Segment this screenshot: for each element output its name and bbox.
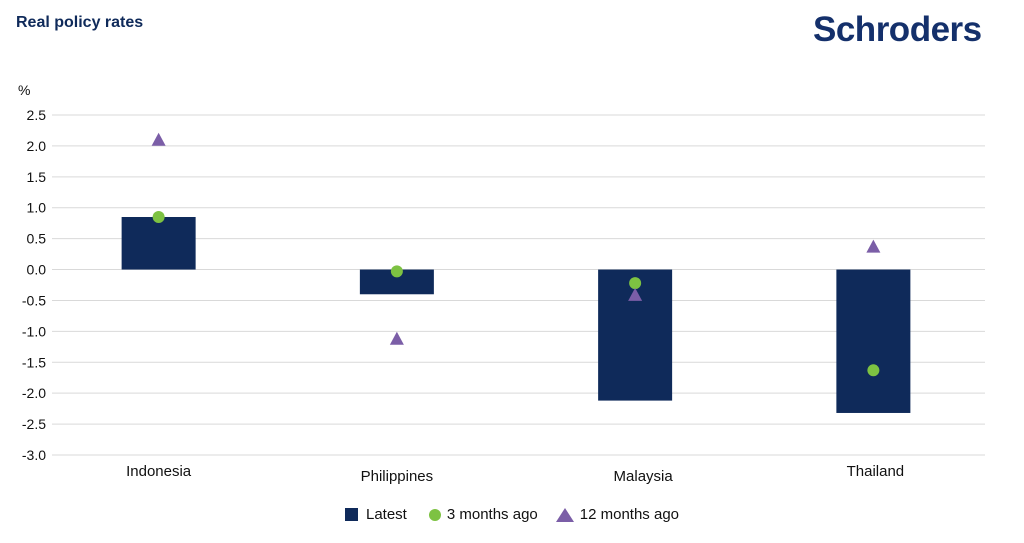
y-tick-label: -3.0	[22, 447, 46, 463]
chart-plot: % 2.5 2.0 1.5 1.0 0.5 0.0 -0.5 -1.0 -1.5 -2.0 -2.5 -…	[18, 82, 985, 485]
point-12-months-ago	[866, 239, 881, 253]
chart-title: Real policy rates	[16, 14, 144, 31]
y-tick-label: -2.5	[22, 416, 46, 432]
legend-swatch-latest	[344, 508, 358, 521]
y-tick-label: -2.0	[22, 385, 46, 401]
y-tick-label: -0.5	[22, 292, 46, 308]
legend-label-latest: Latest	[365, 506, 407, 523]
legend-item-latest: Latest	[344, 506, 407, 523]
y-tick-label: 2.0	[27, 138, 47, 154]
x-tick-label: Philippines	[361, 468, 434, 485]
legend-swatch-3-months-ago	[428, 508, 441, 521]
y-tick-label: -1.0	[22, 323, 46, 339]
point-3-months-ago	[629, 277, 642, 290]
y-tick-label: 0.0	[27, 262, 47, 278]
y-tick-label: 0.5	[27, 231, 47, 247]
point-3-months-ago	[152, 211, 165, 223]
schroders-logo: Schroders	[813, 10, 982, 49]
legend-item-12-months-ago: 12 months ago	[555, 506, 680, 523]
y-tick-label: -1.5	[22, 354, 46, 370]
y-tick-label: 1.5	[27, 169, 47, 185]
x-tick-label: Indonesia	[126, 463, 192, 480]
legend: Latest 3 months ago 12 months ago	[0, 506, 1024, 523]
point-12-months-ago	[628, 287, 643, 301]
point-12-months-ago	[389, 331, 404, 345]
y-axis-label: %	[18, 82, 30, 98]
point-3-months-ago	[867, 364, 880, 377]
legend-label-12-months-ago: 12 months ago	[579, 506, 680, 523]
x-tick-label: Thailand	[847, 463, 905, 480]
x-tick-label: Malaysia	[614, 468, 674, 485]
bar-latest	[836, 269, 911, 413]
y-tick-label: 1.0	[27, 200, 47, 216]
point-3-months-ago	[390, 265, 403, 278]
point-12-months-ago	[151, 132, 166, 146]
bar-latest	[121, 217, 196, 270]
y-tick-label: 2.5	[27, 107, 47, 123]
legend-item-3-months-ago: 3 months ago	[428, 506, 538, 523]
legend-swatch-12-months-ago	[555, 507, 574, 522]
legend-label-3-months-ago: 3 months ago	[446, 506, 538, 523]
